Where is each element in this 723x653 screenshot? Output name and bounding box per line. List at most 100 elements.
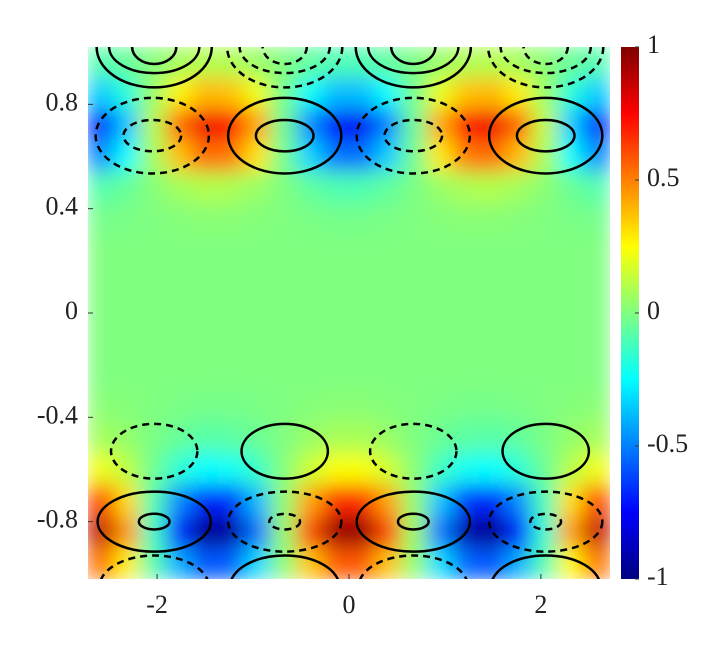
- heat-cell: [218, 515, 246, 549]
- heat-cell: [531, 484, 559, 517]
- heat-cell: [583, 171, 610, 204]
- heat-cell: [452, 171, 480, 204]
- heat-cell: [348, 265, 376, 298]
- heat-cell: [322, 109, 350, 142]
- heat-cell: [139, 390, 167, 424]
- heat-cell: [452, 359, 480, 392]
- heat-cell: [113, 484, 141, 517]
- heat-cell: [583, 484, 610, 517]
- y-tick-label: 0: [65, 296, 78, 325]
- heat-cell: [479, 234, 507, 267]
- heat-cell: [244, 171, 272, 204]
- heat-cell: [88, 547, 115, 579]
- heat-cell: [113, 453, 141, 486]
- contour-line: [355, 96, 472, 175]
- heat-cell: [531, 202, 559, 236]
- contour-line: [268, 512, 302, 531]
- heat-cell: [218, 328, 246, 361]
- heat-cell: [400, 140, 428, 173]
- heat-cell: [244, 359, 272, 392]
- heat-cell: [557, 47, 585, 79]
- heat-cell: [218, 296, 246, 330]
- heat-cell: [583, 140, 610, 173]
- heat-cell: [296, 202, 324, 236]
- heat-cell: [322, 515, 350, 549]
- heat-cell: [244, 234, 272, 267]
- heat-cell: [139, 109, 167, 142]
- contours: [94, 47, 605, 579]
- heat-cell: [400, 453, 428, 486]
- heat-cell: [505, 77, 533, 111]
- axes: -2 0 2 -0.8 -0.4 0 0.4 0.8 -1 -0.5 0 0.5 1: [37, 30, 688, 619]
- heat-cell: [218, 171, 246, 204]
- heat-cell: [296, 390, 324, 424]
- heat-cell: [270, 422, 298, 455]
- heat-cell: [452, 234, 480, 267]
- heat-cell: [113, 171, 141, 204]
- heat-cell: [113, 140, 141, 173]
- heat-cell: [139, 265, 167, 298]
- heat-cell: [400, 202, 428, 236]
- heat-cell: [244, 328, 272, 361]
- heat-cell: [348, 202, 376, 236]
- heat-cell: [400, 234, 428, 267]
- heat-cell: [191, 171, 219, 204]
- heat-cell: [165, 140, 193, 173]
- heat-cell: [583, 47, 610, 79]
- heat-cell: [139, 515, 167, 549]
- heat-cell: [270, 109, 298, 142]
- heat-cell: [557, 140, 585, 173]
- heat-cell: [452, 296, 480, 330]
- heat-cell: [479, 77, 507, 111]
- heat-cell: [218, 265, 246, 298]
- heat-cell: [426, 109, 454, 142]
- heat-cell: [374, 140, 402, 173]
- heat-cell: [426, 140, 454, 173]
- contour-line: [226, 96, 343, 175]
- contour-line: [491, 554, 601, 579]
- heat-cell: [191, 422, 219, 455]
- heat-cell: [557, 296, 585, 330]
- heat-cell: [505, 47, 533, 79]
- heat-cell: [583, 296, 610, 330]
- contour-line: [261, 47, 309, 66]
- heat-cell: [244, 77, 272, 111]
- heat-cell: [270, 202, 298, 236]
- heat-cell: [479, 453, 507, 486]
- heat-cell: [505, 359, 533, 392]
- heat-cell: [322, 359, 350, 392]
- heat-cell: [88, 109, 115, 142]
- heat-cell: [452, 453, 480, 486]
- heat-cell: [400, 422, 428, 455]
- contour-line: [487, 490, 604, 553]
- contour-line: [96, 490, 213, 553]
- heat-cell: [426, 515, 454, 549]
- heat-cell: [322, 328, 350, 361]
- heat-cell: [400, 359, 428, 392]
- heat-cell: [426, 202, 454, 236]
- heat-cell: [505, 202, 533, 236]
- heat-cell: [165, 390, 193, 424]
- contour-line: [107, 47, 201, 75]
- heat-cell: [270, 171, 298, 204]
- heat-cell: [531, 171, 559, 204]
- x-tick-label: 2: [534, 590, 547, 619]
- heat-cell: [374, 171, 402, 204]
- heat-cell: [88, 77, 115, 111]
- heat-cell: [244, 109, 272, 142]
- heat-cell: [400, 265, 428, 298]
- heat-cell: [296, 171, 324, 204]
- heat-cell: [113, 359, 141, 392]
- contour-line: [529, 512, 563, 531]
- heat-cell: [191, 390, 219, 424]
- contour-line: [130, 47, 178, 66]
- heat-cell: [531, 234, 559, 267]
- heat-cell: [348, 547, 376, 579]
- heat-cell: [165, 328, 193, 361]
- heat-cell: [296, 328, 324, 361]
- contour-line: [358, 554, 468, 579]
- heat-cell: [400, 296, 428, 330]
- heat-cell: [583, 234, 610, 267]
- colorbar: [621, 47, 639, 579]
